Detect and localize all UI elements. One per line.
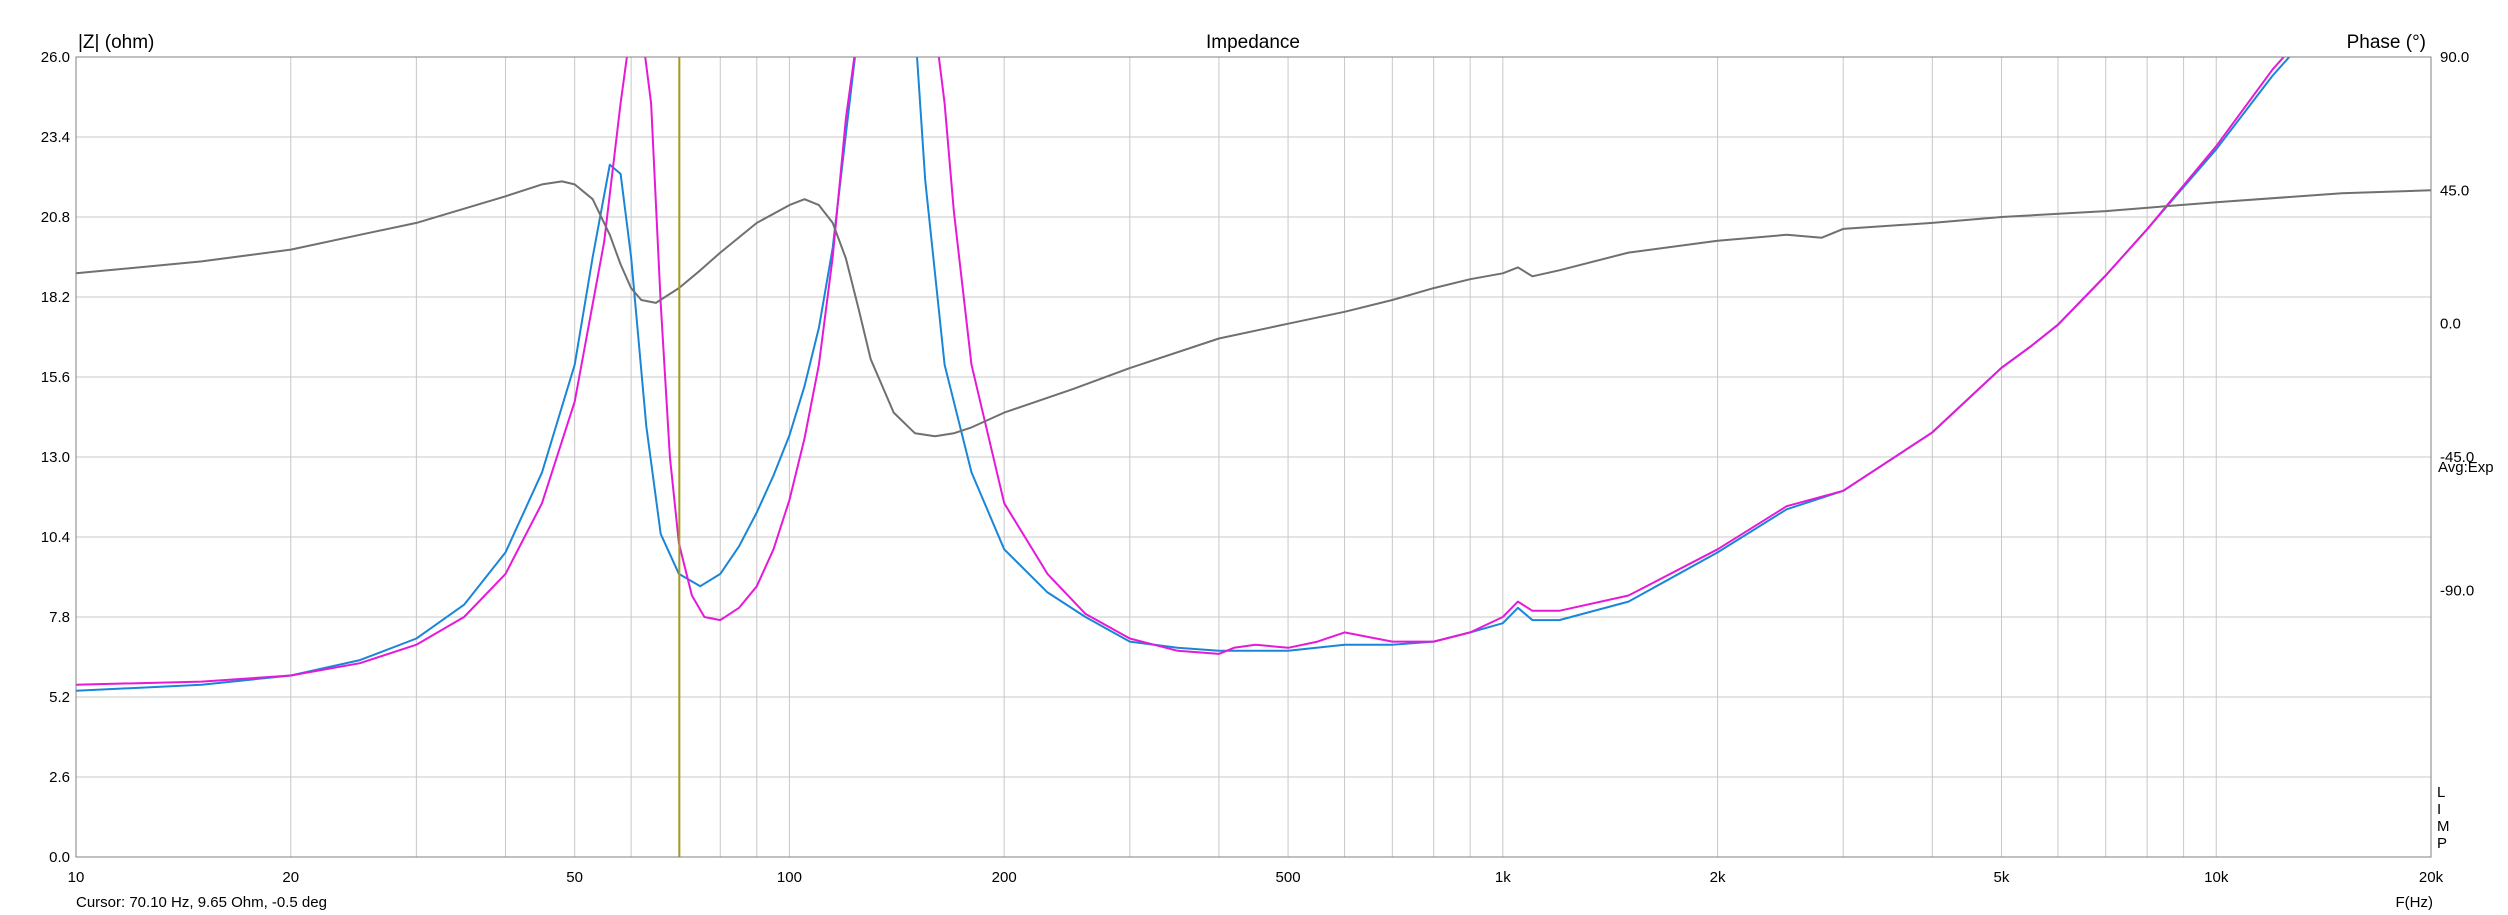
y-axis-left-label: |Z| (ohm) [78,32,154,53]
x-tick-label: 10k [2204,869,2229,886]
lmp-label-p: P [2437,835,2447,852]
y-left-tick-label: 23.4 [41,129,70,146]
x-tick-label: 20k [2419,869,2444,886]
series-layer [76,57,2431,692]
y-left-tick-label: 7.8 [49,609,70,626]
y-left-tick-label: 18.2 [41,289,70,306]
x-tick-label: 200 [992,869,1017,886]
y-left-tick-label: 10.4 [41,529,70,546]
y-left-tick-label: 20.8 [41,209,70,226]
x-tick-label: 50 [566,869,583,886]
y-left-tick-label: 13.0 [41,449,70,466]
cursor-readout: Cursor: 70.10 Hz, 9.65 Ohm, -0.5 deg [76,894,327,911]
y-right-tick-label: 90.0 [2440,49,2469,66]
lmp-label-m: M [2437,818,2450,835]
x-axis-label: F(Hz) [2396,894,2434,911]
y-right-tick-label: 0.0 [2440,316,2461,333]
y-right-tick-label: -45.0 [2440,449,2474,466]
lmp-label-i: I [2437,801,2441,818]
grid [75,56,2432,858]
y-left-tick-label: 5.2 [49,689,70,706]
chart-title: Impedance [1206,32,1300,53]
y-right-tick-label: -90.0 [2440,582,2474,599]
x-tick-labels: 10 20 50 100 200 500 1k 2k 5k 10k 20k [68,869,2444,886]
y-left-tick-labels: 0.0 2.6 5.2 7.8 10.4 13.0 15.6 18.2 20.8 23.4 26.0 [41,49,70,866]
y-right-tick-label: 45.0 [2440,182,2469,199]
y-axis-right-label: Phase (°) [2347,32,2426,53]
y-left-tick-label: 0.0 [49,849,70,866]
y-left-tick-label: 26.0 [41,49,70,66]
y-left-tick-label: 2.6 [49,769,70,786]
x-tick-label: 100 [777,869,802,886]
x-tick-label: 10 [68,869,85,886]
avg-mode-label: Avg:Exp [2438,459,2494,476]
x-tick-label: 2k [1710,869,1726,886]
x-tick-label: 1k [1495,869,1511,886]
series-line-3 [76,180,2431,438]
lmp-label-l: L [2437,784,2445,801]
plot-frame [75,56,2432,858]
x-tick-label: 20 [282,869,299,886]
y-right-tick-labels: 90.0 45.0 0.0 -45.0 -90.0 [2440,49,2474,599]
series-line-2 [76,57,2286,686]
x-tick-label: 5k [1994,869,2010,886]
y-left-tick-label: 15.6 [41,369,70,386]
x-tick-label: 500 [1276,869,1301,886]
series-line-1 [76,57,2291,692]
